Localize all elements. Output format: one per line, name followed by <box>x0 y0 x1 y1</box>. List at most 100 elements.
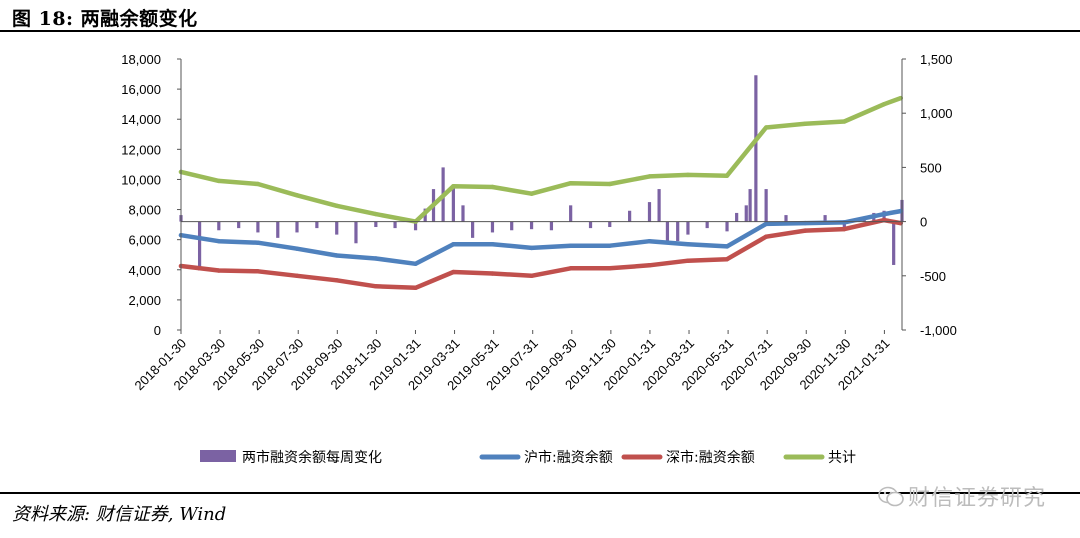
series-point-3 <box>451 184 456 189</box>
bar-weekly-change <box>256 221 260 233</box>
series-point-3 <box>881 101 887 107</box>
bar-weekly-change <box>665 221 670 244</box>
series-point-2 <box>216 268 222 273</box>
series-point-1 <box>842 220 847 225</box>
series-point-3 <box>255 181 261 187</box>
series-point-1 <box>881 211 887 217</box>
bar-weekly-change <box>461 205 465 222</box>
bar-weekly-change <box>569 205 573 222</box>
bar-weekly-change <box>764 189 768 222</box>
y-left-tick-label: 6,000 <box>128 233 161 248</box>
series-point-1 <box>451 241 456 247</box>
series-point-2 <box>294 273 300 278</box>
y-right-tick-label: 1,500 <box>920 52 953 67</box>
series-point-1 <box>413 261 418 266</box>
y-left-tick-label: 18,000 <box>121 52 161 67</box>
chart: 18,000 16,000 14,000 12,000 10,000 8,000 6,000… <box>121 52 957 466</box>
source-note: 资料来源: 财信证券, Wind <box>12 504 227 525</box>
y-left-tick-label: 12,000 <box>121 142 161 157</box>
bar-weekly-change <box>686 221 690 235</box>
series-point-2 <box>451 269 456 275</box>
series-point-1 <box>607 243 612 248</box>
top-rule <box>0 30 1080 32</box>
bar-weekly-change <box>608 221 612 228</box>
bar-weekly-change <box>529 221 534 230</box>
bar-weekly-change <box>413 221 418 231</box>
y-right-tick-label: 500 <box>920 160 942 175</box>
series-line-1 <box>178 208 903 267</box>
bar-weekly-change <box>744 205 748 222</box>
series-line-3 <box>178 95 903 224</box>
bar-weekly-change <box>510 221 514 231</box>
series-point-3 <box>685 172 691 178</box>
bar-weekly-change <box>315 221 319 229</box>
bar-weekly-change <box>748 189 752 222</box>
bar-weekly-change <box>335 221 339 235</box>
series-point-3 <box>803 121 808 126</box>
bar-weekly-change <box>354 221 358 244</box>
series-point-1 <box>647 238 652 244</box>
figure-title: 图 18: 两融余额变化 <box>12 8 198 30</box>
series-point-1 <box>568 243 573 248</box>
series-point-1 <box>334 253 339 258</box>
bar-weekly-change <box>725 221 729 232</box>
series-point-2 <box>763 234 769 239</box>
series-point-1 <box>490 241 495 247</box>
bar-weekly-change <box>393 221 397 229</box>
bar-weekly-change <box>217 221 221 231</box>
watermark-text: 财信证券研究 <box>907 486 1046 511</box>
y-left-tick-label: 10,000 <box>121 172 161 187</box>
series-point-2 <box>647 263 652 268</box>
bar-weekly-change <box>676 221 680 242</box>
series-point-2 <box>568 266 573 271</box>
legend-label-2: 深市:融资余额 <box>666 449 755 466</box>
y-left-tick-label: 0 <box>154 323 161 338</box>
series-point-2 <box>607 266 612 271</box>
bar-weekly-change <box>735 212 739 222</box>
series-point-2 <box>685 258 691 263</box>
series-line-2 <box>178 217 903 291</box>
series-point-2 <box>724 257 730 262</box>
series-point-3 <box>763 125 769 130</box>
bar-weekly-change <box>657 189 661 222</box>
y-left-tick-label: 14,000 <box>121 112 161 127</box>
bar-weekly-change <box>892 221 896 265</box>
bar-weekly-change <box>276 221 280 238</box>
series-point-1 <box>685 241 691 247</box>
bar-weekly-change <box>754 75 758 222</box>
legend-label-0: 两市融资余额每周变化 <box>242 449 382 466</box>
y-right-tick-label: 1,000 <box>920 106 953 121</box>
bar-weekly-change <box>705 221 709 229</box>
bar-weekly-change <box>490 221 495 233</box>
series-point-3 <box>373 211 379 217</box>
y-left-tick-label: 2,000 <box>128 293 161 308</box>
series-point-2 <box>529 273 534 278</box>
series-point-3 <box>216 178 222 184</box>
y-right-tick-label: 0 <box>920 215 927 230</box>
series-point-3 <box>294 193 300 198</box>
y-right-tick-label: -500 <box>920 269 946 284</box>
bar-weekly-change <box>374 221 378 228</box>
series-point-2 <box>334 278 339 283</box>
bar-weekly-change <box>237 221 241 229</box>
series-point-3 <box>724 173 730 178</box>
legend-label-1: 沪市:融资余额 <box>524 449 613 466</box>
bar-weekly-change <box>647 202 652 222</box>
legend-swatch-0 <box>200 450 236 462</box>
series-point-3 <box>842 119 847 124</box>
series-point-1 <box>763 221 769 227</box>
series-point-3 <box>647 174 652 179</box>
series-point-3 <box>568 181 573 186</box>
wechat-icon <box>878 486 904 507</box>
y-left-tick-label: 8,000 <box>128 203 161 218</box>
series-point-1 <box>294 246 300 251</box>
bar-weekly-change <box>451 186 455 222</box>
y-left-tick-label: 4,000 <box>128 263 161 278</box>
bar-weekly-change <box>588 221 593 229</box>
bar-weekly-change <box>197 221 202 271</box>
bottom-rule <box>0 492 1080 494</box>
series-point-2 <box>255 269 261 274</box>
y-right-tick-label: -1,000 <box>920 323 957 338</box>
series-point-1 <box>216 238 222 244</box>
bar-weekly-change <box>295 221 299 233</box>
